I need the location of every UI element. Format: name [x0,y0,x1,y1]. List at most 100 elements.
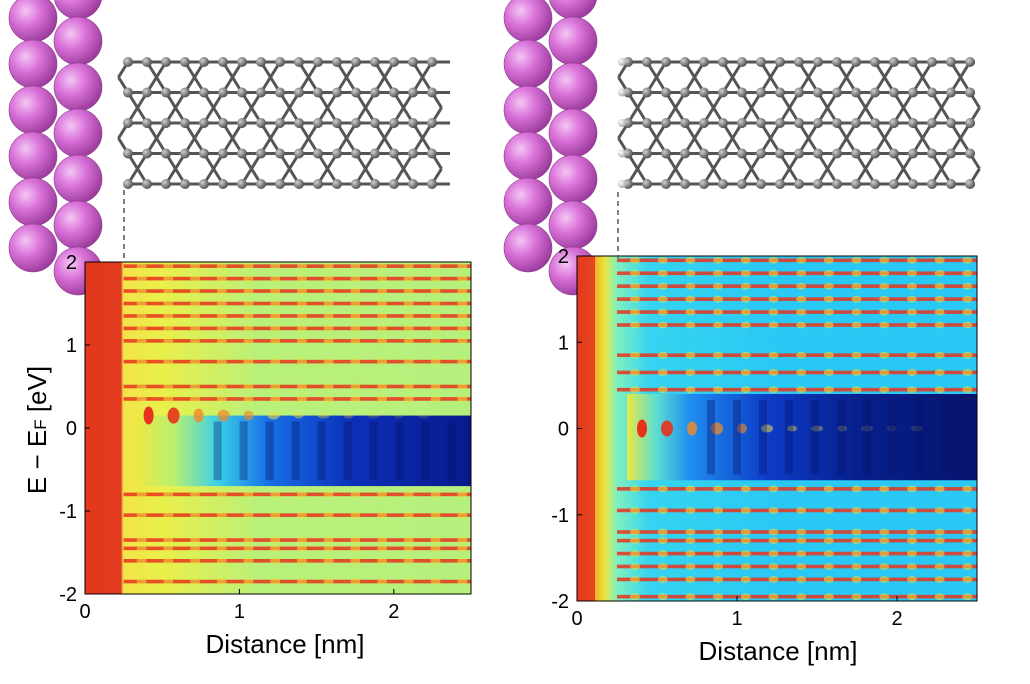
carbon-atom [294,87,304,98]
gap-state-blob [417,412,430,419]
carbon-atom [142,87,152,98]
metal-atom [8,177,58,227]
carbon-atom [946,148,956,159]
carbon-atom [832,57,842,67]
carbon-atom [775,57,785,67]
metal-atom [503,85,553,135]
carbon-atom [680,118,690,128]
carbon-atom [832,148,842,159]
carbon-atom [427,118,437,128]
carbon-atom [737,57,747,67]
carbon-atom [832,118,842,128]
metal-atom [53,108,103,158]
left-axes: 0 1 2 -2 -1 0 1 2 [59,252,399,623]
carbon-atom [142,57,152,67]
carbon-atom [680,57,690,67]
carbon-atom [199,118,209,128]
carbon-atom [218,57,228,67]
carbon-atom [218,118,228,128]
carbon-atom [161,118,171,128]
carbon-atom [389,148,399,159]
carbon-atom [775,179,785,189]
carbon-atom [946,57,956,67]
carbon-atom [142,118,152,128]
carbon-atom [794,87,804,98]
carbon-atom [294,148,304,159]
carbon-atom [680,87,690,98]
right-axes: 0 1 2 -2 -1 0 1 2 [551,246,902,630]
carbon-atom [718,179,728,189]
carbon-atom [794,118,804,128]
carbon-atom [313,118,323,128]
gap-state-blob [737,423,747,434]
hydrogen-atom [618,119,626,127]
carbon-atom [351,179,361,189]
gap-state-blob [861,425,873,432]
carbon-atom [965,87,975,98]
nanotube-left [117,57,450,189]
metal-atom [53,16,103,66]
carbon-atom [427,148,437,159]
carbon-atom [123,179,133,189]
carbon-atom [946,87,956,98]
gap-state-blob [143,406,154,425]
metal-atom [503,0,553,43]
carbon-atom [161,57,171,67]
carbon-atom [756,57,766,67]
nanotube-right [617,57,981,189]
carbon-atom [199,57,209,67]
gap-state-blob [193,408,204,423]
carbon-atom [427,57,437,67]
gap-state-blob [217,409,230,422]
carbon-atom [370,148,380,159]
carbon-atom [832,179,842,189]
left-heatmap: 0 1 2 -2 -1 0 1 2 [59,252,472,623]
carbon-atom [889,148,899,159]
metal-atom [8,39,58,89]
gap-state-blob [887,425,897,432]
metal-atom [8,223,58,273]
carbon-atom [237,148,247,159]
carbon-atom [218,148,228,159]
right-xlabel: Distance [nm] [699,636,858,666]
hydrogen-atom [618,58,626,66]
y-tick-label: -1 [551,505,569,527]
carbon-atom [142,179,152,189]
carbon-atom [737,179,747,189]
carbon-atom [642,148,652,159]
gap-state-blob [293,412,304,419]
carbon-atom [775,148,785,159]
carbon-atom [737,148,747,159]
metal-atom [8,0,58,43]
carbon-atom [351,57,361,67]
carbon-atom [427,179,437,189]
carbon-atom [813,179,823,189]
carbon-atom [389,57,399,67]
x-tick-label: 1 [731,608,742,630]
metal-atom [548,154,598,204]
carbon-atom [680,179,690,189]
carbon-atom [642,118,652,128]
carbon-atom [756,179,766,189]
carbon-atom [332,118,342,128]
y-tick-label: -1 [59,501,77,523]
y-tick-label: -2 [59,584,77,606]
carbon-atom [332,57,342,67]
metal-atom [53,200,103,250]
carbon-atom [813,148,823,159]
carbon-atom [756,148,766,159]
carbon-atom [313,87,323,98]
carbon-atom [408,57,418,67]
carbon-atom [927,179,937,189]
carbon-atom [946,118,956,128]
y-tick-label: -2 [551,591,569,613]
carbon-atom [623,118,633,128]
carbon-atom [256,148,266,159]
carbon-atom [889,57,899,67]
carbon-atom [275,87,285,98]
carbon-atom [256,118,266,128]
metal-atom [548,108,598,158]
carbon-atom [756,118,766,128]
carbon-atom [256,179,266,189]
carbon-atom [927,57,937,67]
